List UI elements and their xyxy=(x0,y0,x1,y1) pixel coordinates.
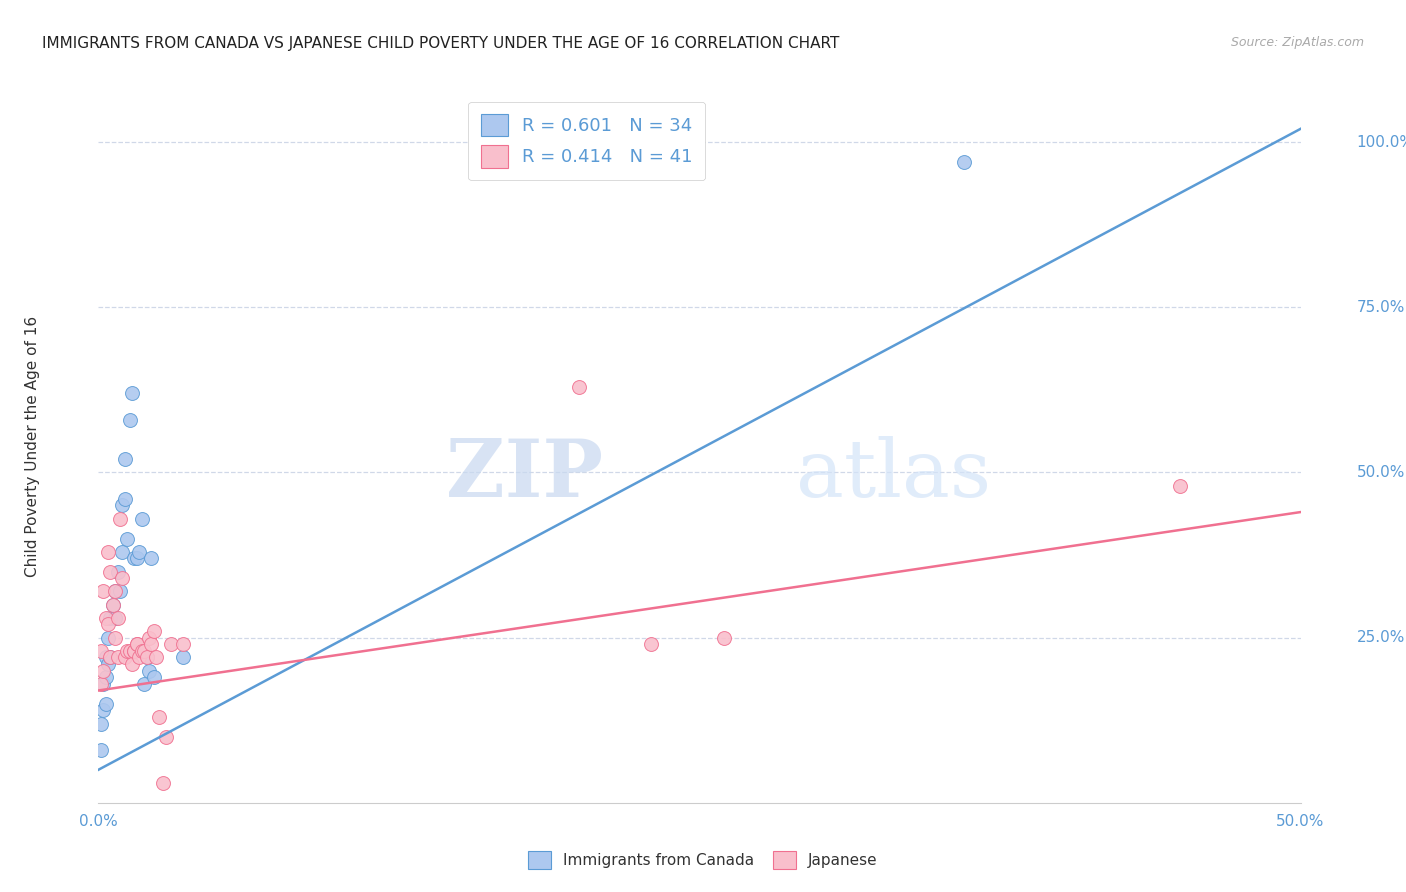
Point xyxy=(107,565,129,579)
Point xyxy=(114,650,136,665)
Legend: R = 0.601   N = 34, R = 0.414   N = 41: R = 0.601 N = 34, R = 0.414 N = 41 xyxy=(468,102,706,180)
Point xyxy=(100,650,122,665)
Point xyxy=(108,584,131,599)
Point xyxy=(125,551,148,566)
Text: 50.0%: 50.0% xyxy=(1357,465,1405,480)
Point xyxy=(107,650,129,665)
Point xyxy=(640,637,662,651)
Point xyxy=(132,677,155,691)
Point xyxy=(97,657,120,671)
Point xyxy=(94,670,117,684)
Point xyxy=(114,452,136,467)
Point xyxy=(148,710,170,724)
Point xyxy=(91,664,114,678)
Point xyxy=(128,650,150,665)
Text: Source: ZipAtlas.com: Source: ZipAtlas.com xyxy=(1230,36,1364,49)
Point xyxy=(94,611,117,625)
Point xyxy=(152,776,174,790)
Text: 25.0%: 25.0% xyxy=(1357,630,1405,645)
Point xyxy=(97,631,120,645)
Text: 100.0%: 100.0% xyxy=(1357,135,1406,150)
Text: 75.0%: 75.0% xyxy=(1357,300,1405,315)
Point xyxy=(132,644,155,658)
Point xyxy=(117,532,139,546)
Point xyxy=(100,565,122,579)
Point xyxy=(100,650,122,665)
Point xyxy=(124,644,146,658)
Point xyxy=(1170,478,1192,492)
Point xyxy=(172,650,194,665)
Point xyxy=(107,611,129,625)
Point xyxy=(145,650,167,665)
Point xyxy=(141,551,163,566)
Point xyxy=(141,637,163,651)
Point xyxy=(124,551,146,566)
Point xyxy=(135,650,157,665)
Point xyxy=(118,644,141,658)
Point xyxy=(111,499,134,513)
Point xyxy=(125,637,148,651)
Point xyxy=(111,571,134,585)
Point xyxy=(91,584,114,599)
Point xyxy=(124,644,146,658)
Point xyxy=(104,584,127,599)
Legend: Immigrants from Canada, Japanese: Immigrants from Canada, Japanese xyxy=(522,845,884,875)
Point xyxy=(104,611,127,625)
Point xyxy=(101,598,124,612)
Point xyxy=(159,637,181,651)
Point xyxy=(94,650,117,665)
Point xyxy=(142,624,165,638)
Point xyxy=(111,545,134,559)
Text: Child Poverty Under the Age of 16: Child Poverty Under the Age of 16 xyxy=(25,316,39,576)
Point xyxy=(90,743,112,757)
Point xyxy=(713,631,735,645)
Point xyxy=(101,598,124,612)
Point xyxy=(97,545,120,559)
Text: IMMIGRANTS FROM CANADA VS JAPANESE CHILD POVERTY UNDER THE AGE OF 16 CORRELATION: IMMIGRANTS FROM CANADA VS JAPANESE CHILD… xyxy=(42,36,839,51)
Point xyxy=(138,664,160,678)
Point xyxy=(100,611,122,625)
Point xyxy=(568,379,591,393)
Point xyxy=(108,511,131,525)
Point xyxy=(117,644,139,658)
Text: ZIP: ZIP xyxy=(446,435,603,514)
Point xyxy=(90,644,112,658)
Point xyxy=(155,730,177,744)
Point xyxy=(94,697,117,711)
Point xyxy=(142,670,165,684)
Text: atlas: atlas xyxy=(796,435,991,514)
Point xyxy=(121,386,143,401)
Point xyxy=(138,631,160,645)
Point xyxy=(131,511,153,525)
Point xyxy=(114,491,136,506)
Point xyxy=(135,650,157,665)
Point xyxy=(104,584,127,599)
Point xyxy=(128,545,150,559)
Point xyxy=(91,677,114,691)
Point xyxy=(91,703,114,717)
Point xyxy=(104,631,127,645)
Point xyxy=(90,716,112,731)
Point xyxy=(118,412,141,426)
Point xyxy=(131,644,153,658)
Point xyxy=(90,677,112,691)
Point xyxy=(125,637,148,651)
Point xyxy=(97,617,120,632)
Point xyxy=(121,657,143,671)
Point xyxy=(953,154,976,169)
Point xyxy=(172,637,194,651)
